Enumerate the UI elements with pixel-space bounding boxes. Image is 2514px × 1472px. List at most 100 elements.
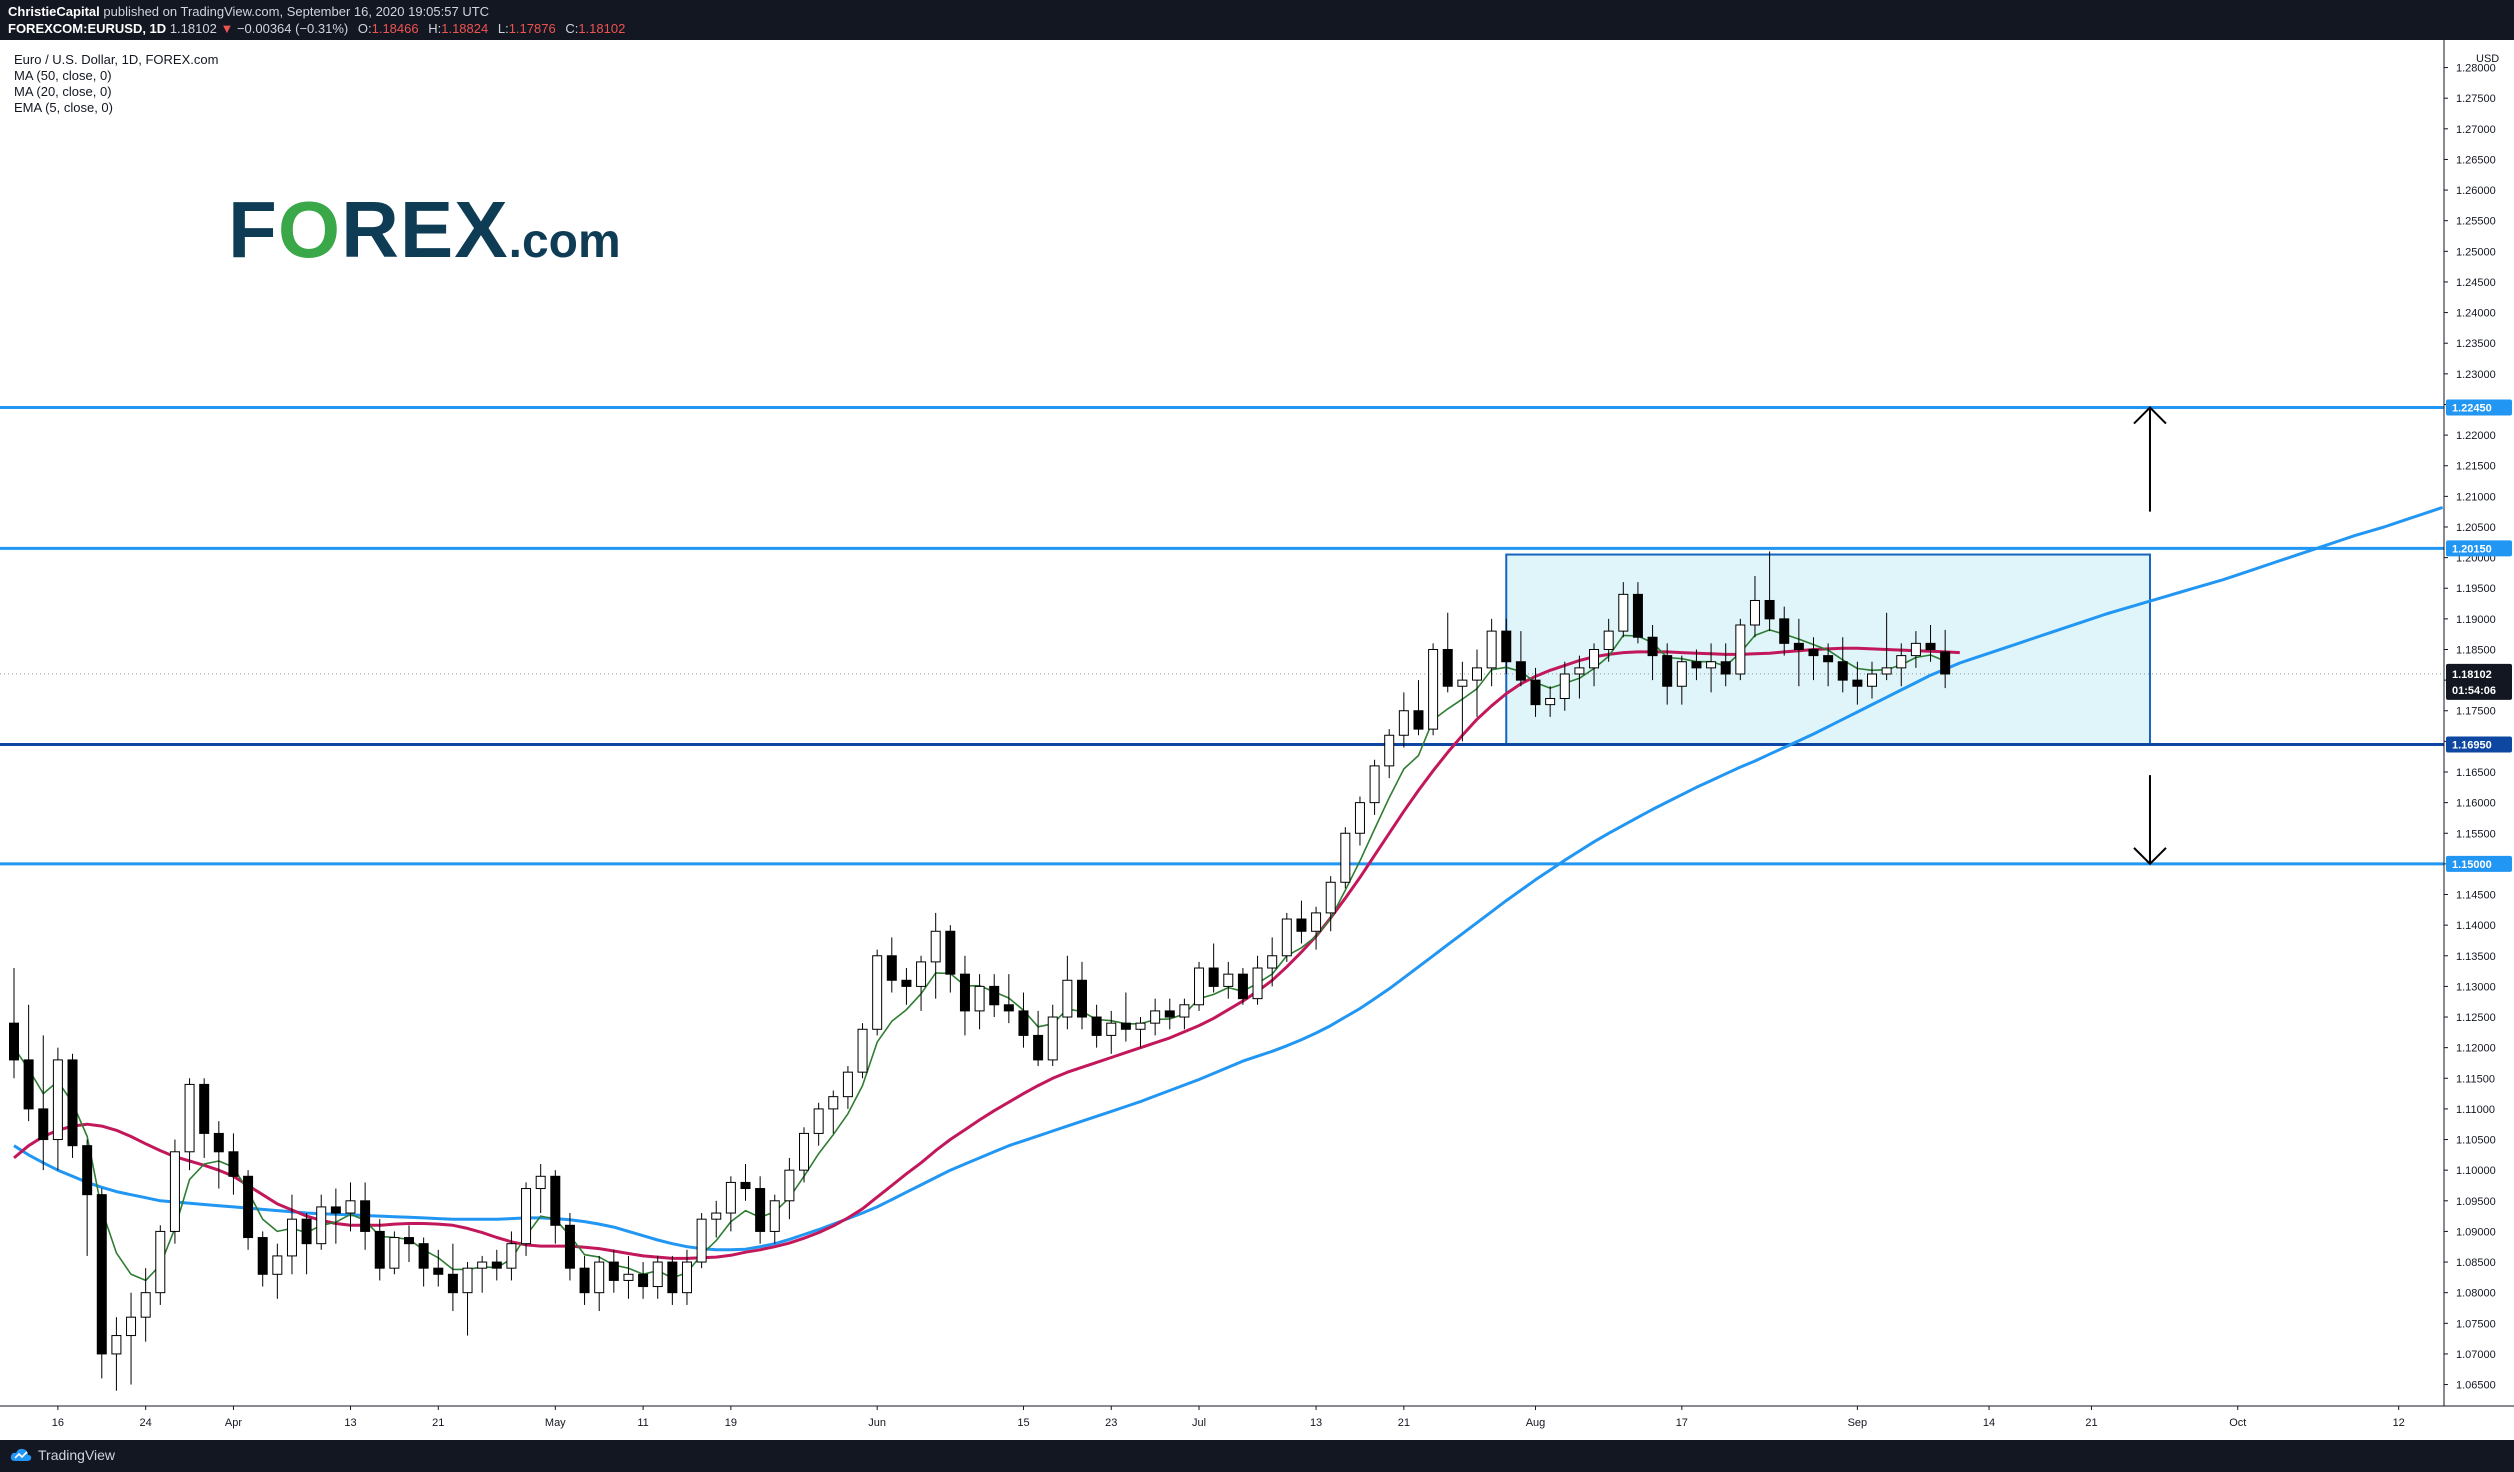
legend-ma50[interactable]: MA (50, close, 0)	[14, 68, 112, 83]
candle-body[interactable]	[1589, 648, 1600, 669]
candle-body[interactable]	[521, 1188, 532, 1245]
candle-body[interactable]	[1530, 679, 1541, 706]
candle-body[interactable]	[1676, 661, 1687, 687]
candle-body[interactable]	[1910, 642, 1921, 657]
candle-body[interactable]	[681, 1261, 692, 1294]
candle-body[interactable]	[989, 985, 1000, 1006]
candle-body[interactable]	[535, 1175, 546, 1190]
candle-body[interactable]	[916, 961, 927, 987]
price-chart[interactable]: 1.28000 1.27500 1.27000 1.26500 1.26000 1.255…	[0, 40, 2514, 1440]
candle-body[interactable]	[623, 1273, 634, 1281]
candle-body[interactable]	[1691, 661, 1702, 669]
candle-body[interactable]	[140, 1292, 151, 1318]
candle-body[interactable]	[579, 1267, 590, 1294]
candle-body[interactable]	[1164, 1010, 1175, 1018]
candle-body[interactable]	[740, 1181, 751, 1190]
candle-body[interactable]	[1033, 1034, 1044, 1061]
candle-body[interactable]	[945, 930, 956, 975]
candle-body[interactable]	[1106, 1022, 1117, 1036]
candle-body[interactable]	[930, 930, 941, 963]
candle-body[interactable]	[272, 1255, 283, 1275]
candle-body[interactable]	[1311, 912, 1322, 932]
candle-body[interactable]	[667, 1261, 678, 1294]
candle-body[interactable]	[67, 1059, 78, 1147]
candle-body[interactable]	[1076, 979, 1087, 1018]
candle-body[interactable]	[711, 1212, 722, 1220]
candle-body[interactable]	[857, 1028, 868, 1073]
candle-body[interactable]	[1940, 651, 1951, 675]
candle-body[interactable]	[1091, 1016, 1102, 1036]
candle-body[interactable]	[1340, 832, 1351, 883]
candle-body[interactable]	[1764, 599, 1775, 620]
candle-body[interactable]	[184, 1083, 195, 1153]
candle-body[interactable]	[418, 1243, 429, 1269]
candle-body[interactable]	[594, 1261, 605, 1294]
candle-body[interactable]	[1486, 630, 1497, 669]
candle-body[interactable]	[638, 1273, 649, 1288]
candle-body[interactable]	[1735, 624, 1746, 675]
legend-ma20[interactable]: MA (20, close, 0)	[14, 84, 112, 99]
candle-body[interactable]	[345, 1200, 356, 1214]
ma50-line[interactable]	[13, 505, 2444, 1252]
candle-body[interactable]	[1208, 967, 1219, 987]
candle-body[interactable]	[1325, 881, 1336, 914]
candle-body[interactable]	[784, 1169, 795, 1202]
candle-body[interactable]	[1179, 1004, 1190, 1018]
candle-body[interactable]	[1354, 802, 1365, 834]
candle-body[interactable]	[1047, 1016, 1058, 1061]
candle-body[interactable]	[1442, 648, 1453, 687]
candle-body[interactable]	[608, 1261, 619, 1281]
candle-body[interactable]	[9, 1022, 19, 1061]
candle-body[interactable]	[1706, 661, 1717, 669]
candle-body[interactable]	[1267, 955, 1278, 969]
candle-body[interactable]	[1457, 679, 1468, 687]
candle-body[interactable]	[1237, 973, 1248, 1000]
candle-body[interactable]	[360, 1200, 371, 1232]
candle-body[interactable]	[257, 1237, 268, 1275]
candle-body[interactable]	[959, 973, 970, 1012]
candle-body[interactable]	[1384, 734, 1395, 767]
candle-body[interactable]	[477, 1261, 488, 1269]
candle-body[interactable]	[1296, 918, 1307, 932]
candle-body[interactable]	[1150, 1010, 1161, 1024]
candle-body[interactable]	[389, 1237, 400, 1269]
candle-body[interactable]	[1120, 1022, 1131, 1030]
legend-title[interactable]: Euro / U.S. Dollar, 1D, FOREX.com	[14, 52, 219, 67]
candle-body[interactable]	[1823, 655, 1834, 663]
ma20-line[interactable]	[13, 646, 1960, 1260]
candle-body[interactable]	[1852, 679, 1863, 687]
candle-body[interactable]	[1808, 648, 1819, 657]
candle-body[interactable]	[550, 1175, 561, 1226]
candle-body[interactable]	[1428, 648, 1439, 730]
candle-body[interactable]	[696, 1218, 707, 1263]
candle-body[interactable]	[1881, 667, 1892, 675]
candle-body[interactable]	[1867, 673, 1878, 687]
tradingview-brand[interactable]: TradingView	[10, 1447, 115, 1463]
candle-body[interactable]	[1281, 918, 1292, 957]
candle-body[interactable]	[828, 1096, 839, 1110]
candle-body[interactable]	[1749, 599, 1760, 626]
candle-body[interactable]	[491, 1261, 502, 1269]
candle-body[interactable]	[213, 1132, 224, 1153]
candle-body[interactable]	[111, 1335, 122, 1355]
candle-body[interactable]	[769, 1200, 780, 1232]
candle-body[interactable]	[886, 955, 897, 981]
candle-body[interactable]	[1223, 973, 1234, 987]
candle-body[interactable]	[842, 1071, 853, 1098]
candle-body[interactable]	[1515, 661, 1526, 681]
candle-body[interactable]	[901, 979, 912, 987]
candle-body[interactable]	[813, 1108, 824, 1134]
candle-body[interactable]	[433, 1267, 444, 1275]
legend-ema5[interactable]: EMA (5, close, 0)	[14, 100, 113, 115]
candle-body[interactable]	[404, 1237, 415, 1245]
candle-body[interactable]	[652, 1261, 663, 1288]
candle-body[interactable]	[1647, 636, 1658, 657]
candle-body[interactable]	[1559, 673, 1570, 699]
candle-body[interactable]	[725, 1181, 736, 1214]
candle-body[interactable]	[1135, 1022, 1146, 1030]
candle-body[interactable]	[1252, 967, 1263, 1000]
candle-body[interactable]	[1413, 710, 1424, 730]
candle-body[interactable]	[316, 1206, 327, 1245]
candle-body[interactable]	[1779, 618, 1790, 644]
candle-body[interactable]	[564, 1224, 575, 1269]
